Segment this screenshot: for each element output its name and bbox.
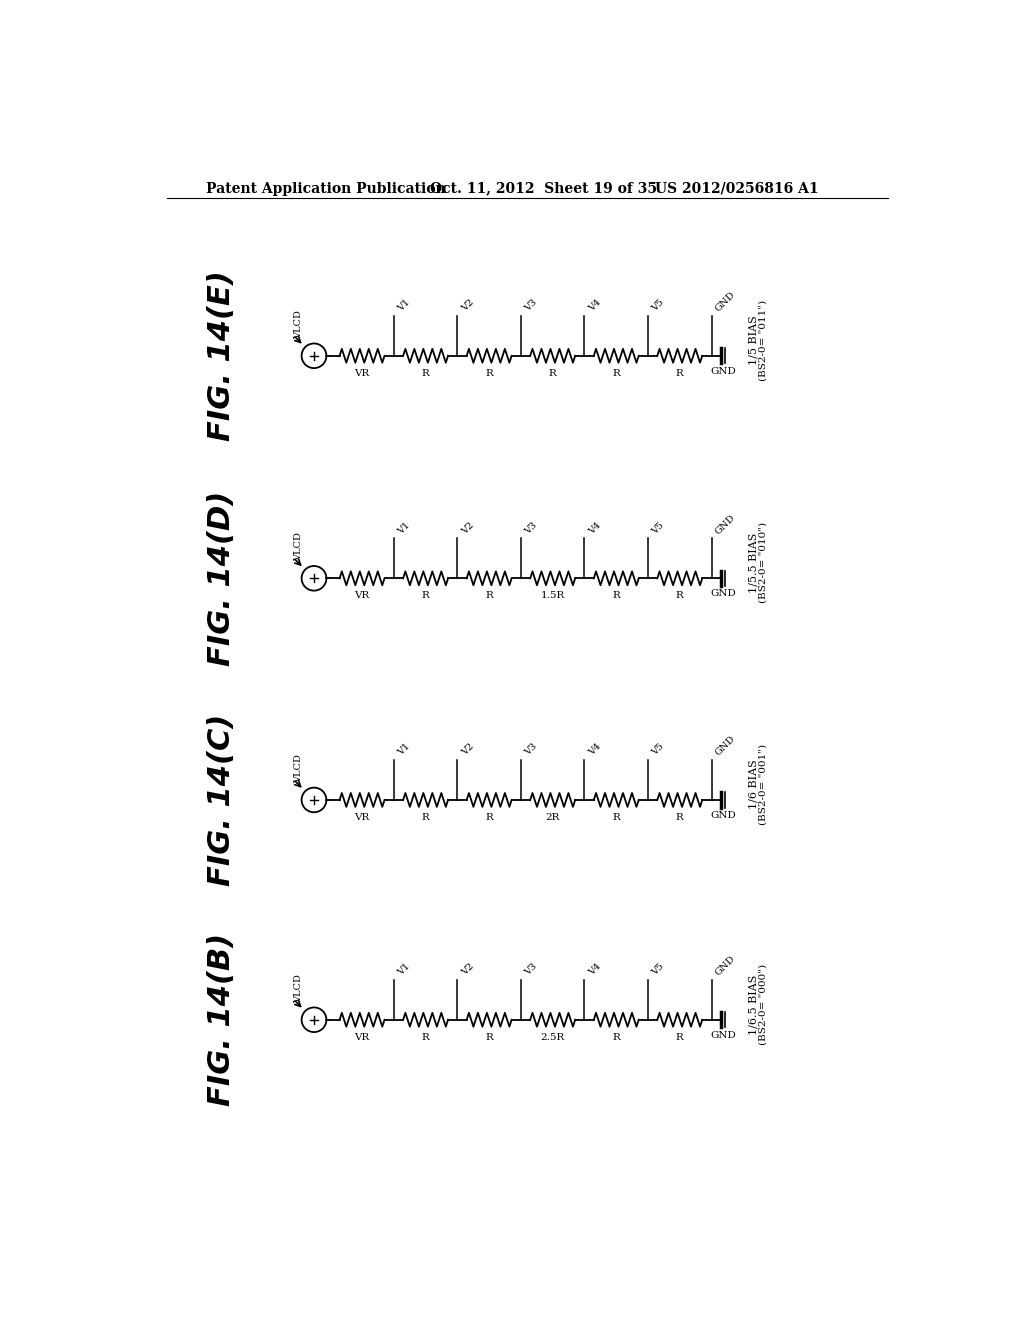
Text: GND: GND <box>711 810 736 820</box>
Text: V3: V3 <box>523 520 539 536</box>
Text: V5: V5 <box>650 520 666 536</box>
Text: V1: V1 <box>396 962 412 977</box>
Text: GND: GND <box>714 954 737 977</box>
Text: V5: V5 <box>650 298 666 313</box>
Text: GND: GND <box>714 290 737 313</box>
Text: GND: GND <box>711 1031 736 1040</box>
Text: Oct. 11, 2012  Sheet 19 of 35: Oct. 11, 2012 Sheet 19 of 35 <box>430 182 657 195</box>
Text: Patent Application Publication: Patent Application Publication <box>206 182 445 195</box>
Text: VLCD: VLCD <box>294 974 303 1003</box>
Text: VLCD: VLCD <box>294 310 303 339</box>
Text: VLCD: VLCD <box>294 754 303 783</box>
Text: US 2012/0256816 A1: US 2012/0256816 A1 <box>655 182 818 195</box>
Text: 2R: 2R <box>546 813 560 822</box>
Text: V4: V4 <box>587 962 602 977</box>
Text: R: R <box>612 591 621 601</box>
Text: VR: VR <box>354 813 370 822</box>
Text: (BS2-0= "001"): (BS2-0= "001") <box>758 744 767 825</box>
Text: FIG. 14(E): FIG. 14(E) <box>207 271 236 441</box>
Text: VR: VR <box>354 1032 370 1041</box>
Text: R: R <box>485 591 493 601</box>
Text: V2: V2 <box>460 298 475 313</box>
Text: R: R <box>676 813 684 822</box>
Text: GND: GND <box>711 367 736 376</box>
Text: GND: GND <box>714 734 737 758</box>
Text: V3: V3 <box>523 298 539 313</box>
Text: (BS2-0= "000"): (BS2-0= "000") <box>758 964 767 1045</box>
Text: V5: V5 <box>650 962 666 977</box>
Text: R: R <box>485 1032 493 1041</box>
Text: 1/6.5 BIAS: 1/6.5 BIAS <box>748 974 758 1035</box>
Text: R: R <box>612 1032 621 1041</box>
Text: R: R <box>612 813 621 822</box>
Text: V4: V4 <box>587 520 602 536</box>
Text: V2: V2 <box>460 962 475 977</box>
Text: VR: VR <box>354 591 370 601</box>
Text: FIG. 14(B): FIG. 14(B) <box>207 933 236 1106</box>
Text: V2: V2 <box>460 520 475 536</box>
Text: V1: V1 <box>396 298 412 313</box>
Text: R: R <box>422 1032 429 1041</box>
Text: 1.5R: 1.5R <box>541 591 565 601</box>
Text: GND: GND <box>714 512 737 536</box>
Text: V5: V5 <box>650 742 666 758</box>
Text: R: R <box>485 368 493 378</box>
Text: V1: V1 <box>396 742 412 758</box>
Text: V1: V1 <box>396 520 412 536</box>
Text: R: R <box>485 813 493 822</box>
Text: R: R <box>612 368 621 378</box>
Text: R: R <box>676 591 684 601</box>
Text: 1/6 BIAS: 1/6 BIAS <box>748 759 758 809</box>
Text: V4: V4 <box>587 742 602 758</box>
Text: 2.5R: 2.5R <box>541 1032 565 1041</box>
Text: R: R <box>676 1032 684 1041</box>
Text: 1/5 BIAS: 1/5 BIAS <box>748 315 758 366</box>
Text: GND: GND <box>711 589 736 598</box>
Text: V3: V3 <box>523 962 539 977</box>
Text: R: R <box>422 368 429 378</box>
Text: R: R <box>422 591 429 601</box>
Text: (BS2-0= "010"): (BS2-0= "010") <box>758 523 767 603</box>
Text: V3: V3 <box>523 742 539 758</box>
Text: V2: V2 <box>460 742 475 758</box>
Text: R: R <box>422 813 429 822</box>
Text: R: R <box>676 368 684 378</box>
Text: VR: VR <box>354 368 370 378</box>
Text: (BS2-0= "011"): (BS2-0= "011") <box>758 300 767 381</box>
Text: V4: V4 <box>587 298 602 313</box>
Text: 1/5.5 BIAS: 1/5.5 BIAS <box>748 533 758 593</box>
Text: VLCD: VLCD <box>294 532 303 561</box>
Text: FIG. 14(D): FIG. 14(D) <box>207 491 236 667</box>
Text: R: R <box>549 368 557 378</box>
Text: FIG. 14(C): FIG. 14(C) <box>207 714 236 886</box>
